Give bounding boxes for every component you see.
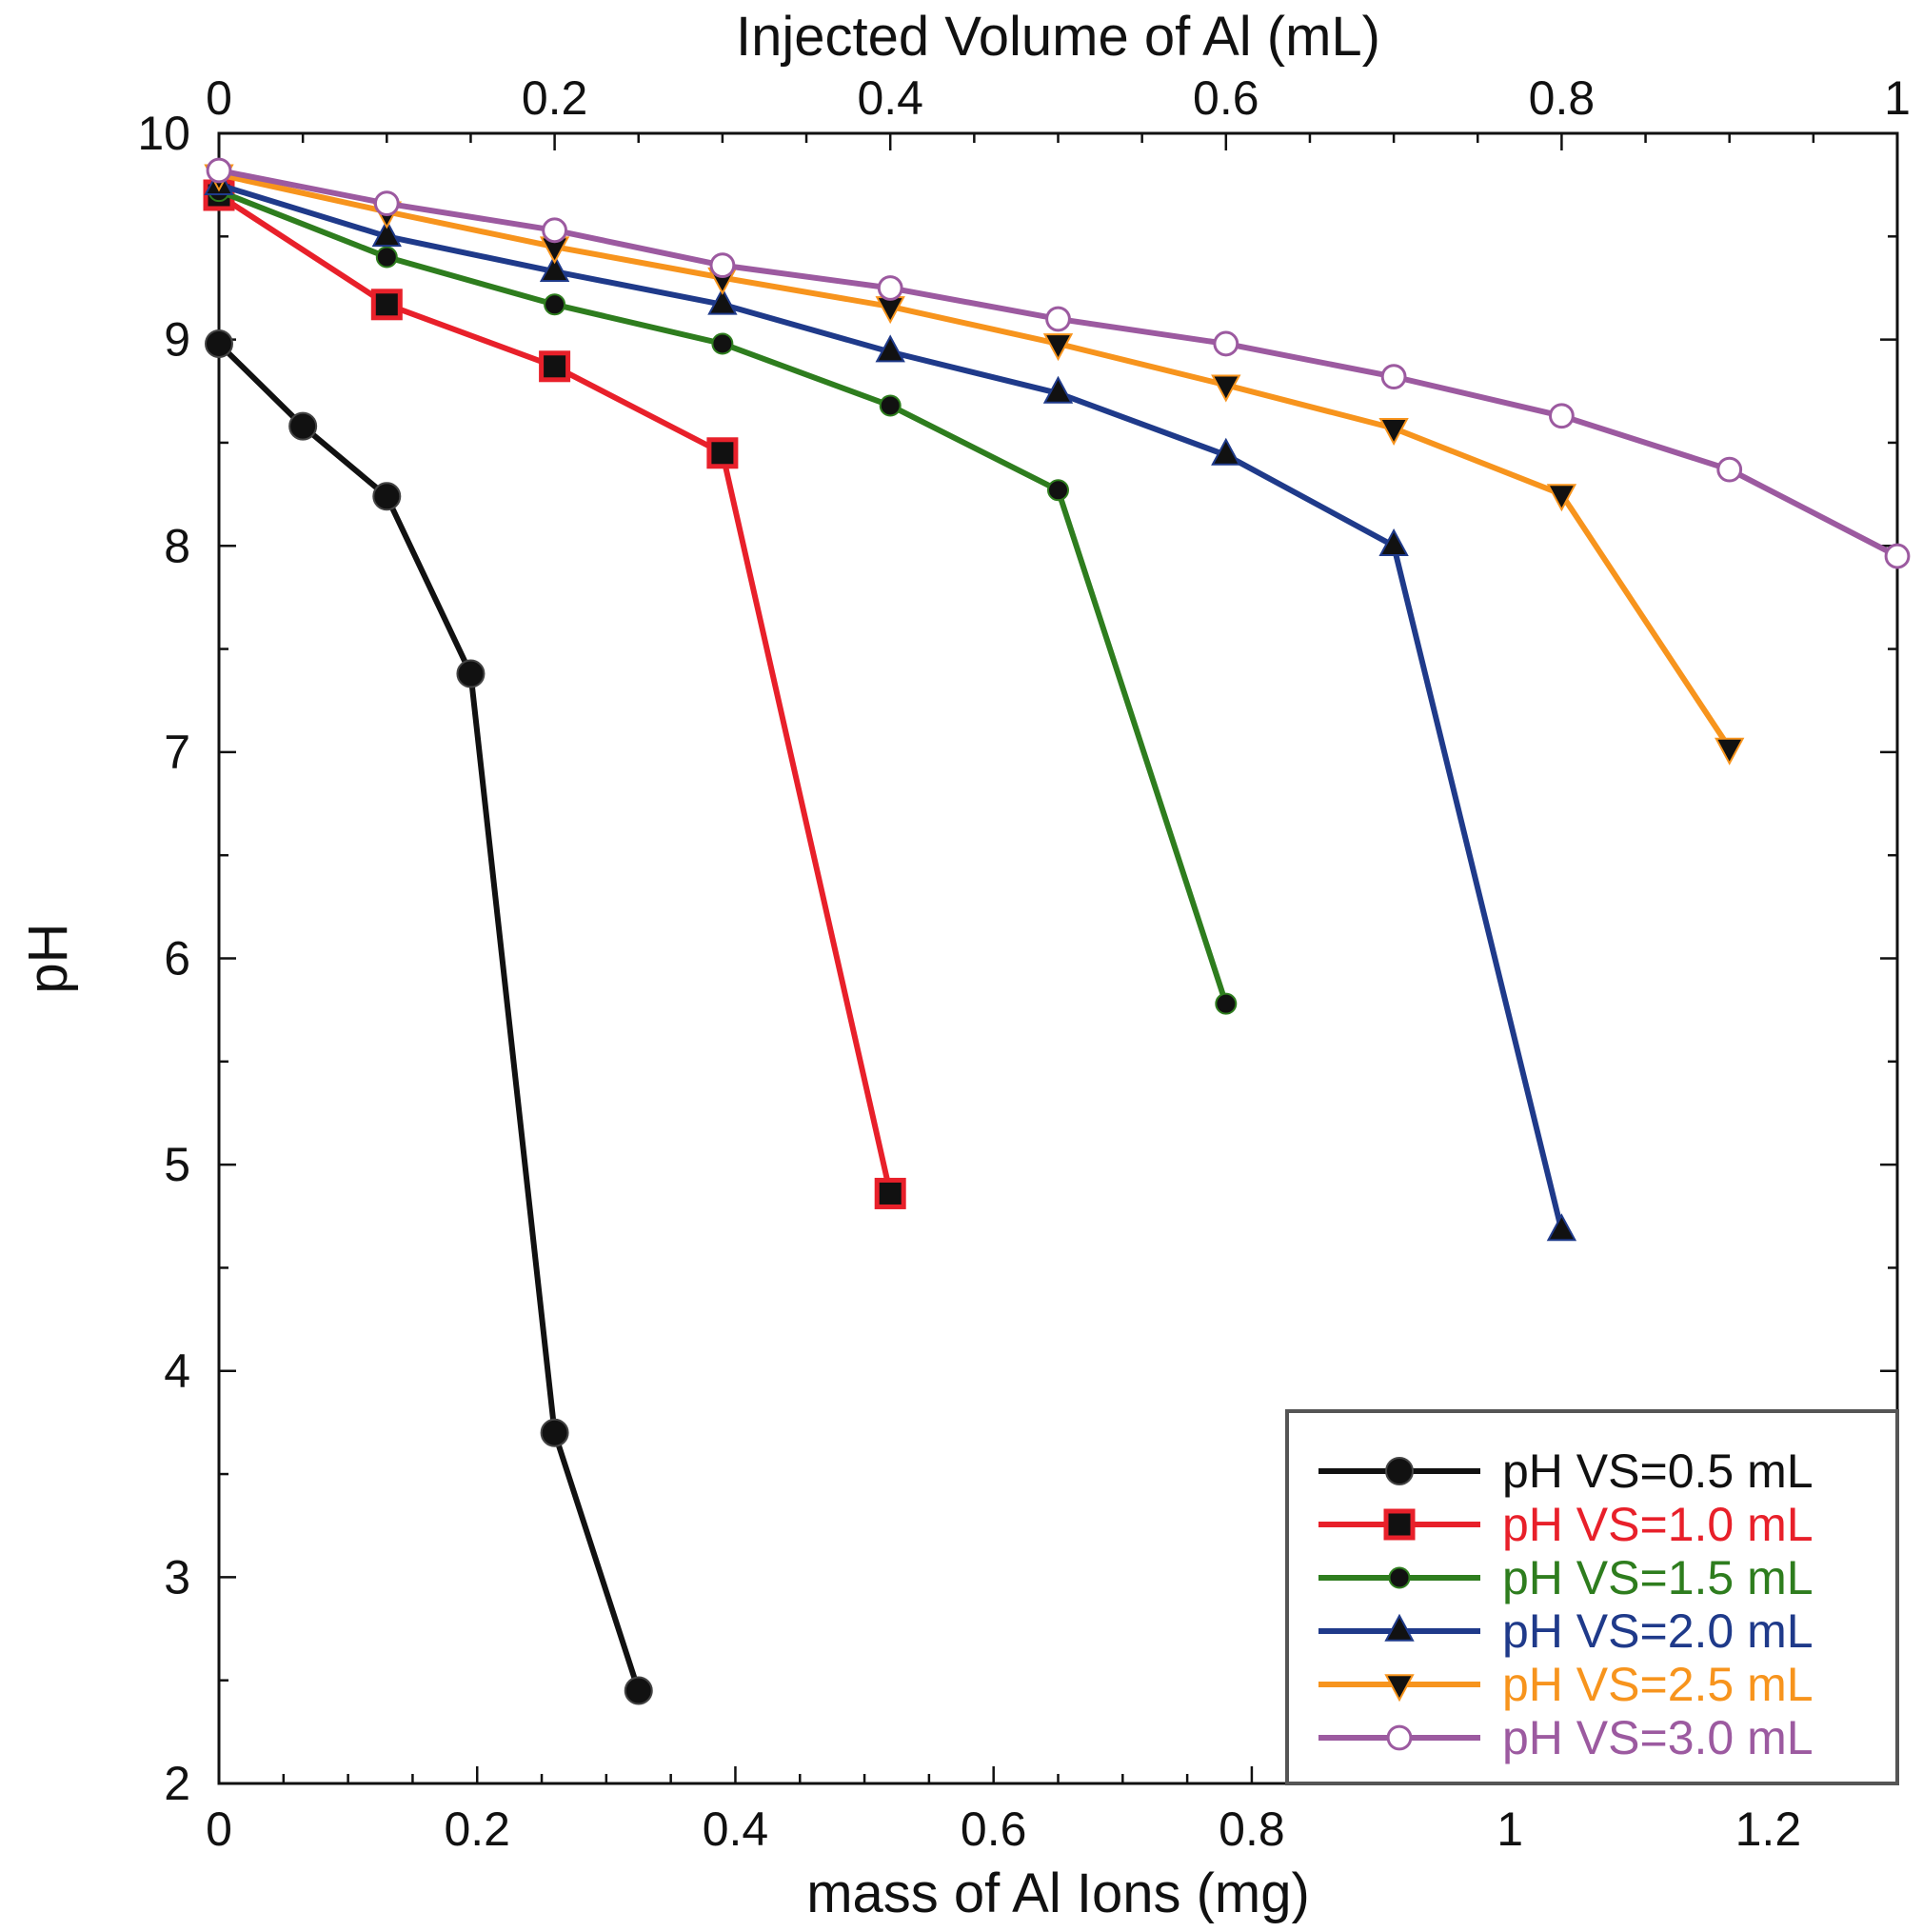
y-tick-label: 3 xyxy=(164,1550,190,1603)
data-point xyxy=(205,329,233,358)
data-point xyxy=(1549,403,1575,429)
series-line xyxy=(216,341,642,1692)
series-4 xyxy=(204,167,1577,1242)
data-point xyxy=(1215,992,1238,1015)
y-tick-label: 7 xyxy=(164,726,190,779)
x-tick-label: 0.6 xyxy=(961,1803,1027,1856)
data-point xyxy=(1042,375,1074,404)
legend-entry: pH VS=2.0 mL xyxy=(1318,1604,1814,1658)
data-point xyxy=(288,411,318,441)
y-tick-label: 2 xyxy=(164,1757,190,1810)
data-point xyxy=(1546,1213,1577,1242)
data-point xyxy=(1716,456,1743,483)
data-point xyxy=(371,219,402,248)
legend-label: pH VS=2.5 mL xyxy=(1502,1658,1814,1711)
y-tick-label: 9 xyxy=(164,313,190,367)
legend-marker xyxy=(1388,1566,1411,1589)
data-point xyxy=(707,287,738,315)
data-point xyxy=(709,252,736,279)
legend-marker xyxy=(1383,1508,1416,1541)
legend-marker xyxy=(1384,1613,1415,1642)
data-point xyxy=(539,350,571,383)
series-line xyxy=(218,171,1733,750)
x-tick-label: 0 xyxy=(206,1803,232,1856)
data-point xyxy=(711,332,734,355)
legend-marker xyxy=(1386,1724,1413,1751)
data-point xyxy=(1715,737,1745,766)
x2-tick-label: 0.4 xyxy=(857,71,923,125)
x2-tick-label: 0.8 xyxy=(1529,71,1596,125)
legend-label: pH VS=0.5 mL xyxy=(1502,1444,1814,1498)
data-point xyxy=(624,1676,653,1705)
data-point xyxy=(1884,543,1911,569)
x-tick-label: 0.8 xyxy=(1219,1803,1285,1856)
series-line xyxy=(217,192,894,1195)
data-point xyxy=(1047,479,1069,502)
data-point xyxy=(1380,364,1407,390)
legend-entry: pH VS=0.5 mL xyxy=(1318,1444,1814,1498)
legend-entry: pH VS=1.0 mL xyxy=(1318,1498,1814,1551)
x-tick-label: 0.4 xyxy=(703,1803,769,1856)
data-point xyxy=(1378,417,1409,446)
y-tick-label: 8 xyxy=(164,519,190,572)
data-point xyxy=(542,217,567,244)
data-point xyxy=(206,157,232,184)
legend-entry: pH VS=1.5 mL xyxy=(1318,1551,1814,1604)
data-point xyxy=(1378,528,1409,557)
data-point xyxy=(375,246,398,269)
y-tick-label: 6 xyxy=(164,932,190,986)
data-point xyxy=(373,190,400,217)
series-1 xyxy=(205,329,653,1705)
y-tick-label: 5 xyxy=(164,1138,190,1191)
legend-label: pH VS=1.0 mL xyxy=(1502,1498,1814,1551)
y-axis-title: pH xyxy=(17,923,79,993)
y-tick-label: 10 xyxy=(137,107,190,160)
data-point xyxy=(1042,333,1074,362)
data-point xyxy=(544,293,566,316)
x-tick-label: 1 xyxy=(1497,1803,1523,1856)
data-point xyxy=(372,482,402,511)
x2-tick-label: 0.6 xyxy=(1193,71,1259,125)
x2-tick-label: 1 xyxy=(1884,71,1911,125)
x2-tick-label: 0 xyxy=(206,71,232,125)
legend-label: pH VS=2.0 mL xyxy=(1502,1604,1814,1658)
legend-label: pH VS=3.0 mL xyxy=(1502,1711,1814,1764)
data-point xyxy=(1213,330,1239,357)
series-5 xyxy=(204,164,1745,766)
data-point xyxy=(1211,374,1241,403)
data-point xyxy=(1211,437,1241,466)
data-point xyxy=(706,437,739,469)
x-tick-label: 1.2 xyxy=(1735,1803,1802,1856)
legend-entry: pH VS=3.0 mL xyxy=(1318,1711,1814,1764)
series-6 xyxy=(206,157,1911,569)
data-point xyxy=(539,253,570,282)
legend-entry: pH VS=2.5 mL xyxy=(1318,1658,1814,1711)
x-tick-label: 0.2 xyxy=(444,1803,510,1856)
legend-marker xyxy=(1385,1457,1414,1485)
x-axis-title: mass of Al Ions (mg) xyxy=(806,1862,1310,1924)
legend-label: pH VS=1.5 mL xyxy=(1502,1551,1814,1604)
data-point xyxy=(877,275,903,301)
data-point xyxy=(540,1418,569,1447)
x2-tick-label: 0.2 xyxy=(522,71,588,125)
legend-marker xyxy=(1384,1674,1415,1703)
y-tick-label: 4 xyxy=(164,1344,190,1398)
data-point xyxy=(879,394,902,417)
data-point xyxy=(1546,484,1577,512)
data-point xyxy=(874,1177,906,1209)
x2-axis-title: Injected Volume of Al (mL) xyxy=(736,6,1380,68)
data-point xyxy=(1045,306,1071,332)
series-2 xyxy=(203,179,906,1209)
data-point xyxy=(456,659,486,688)
data-point xyxy=(370,289,403,321)
data-point xyxy=(875,334,905,363)
